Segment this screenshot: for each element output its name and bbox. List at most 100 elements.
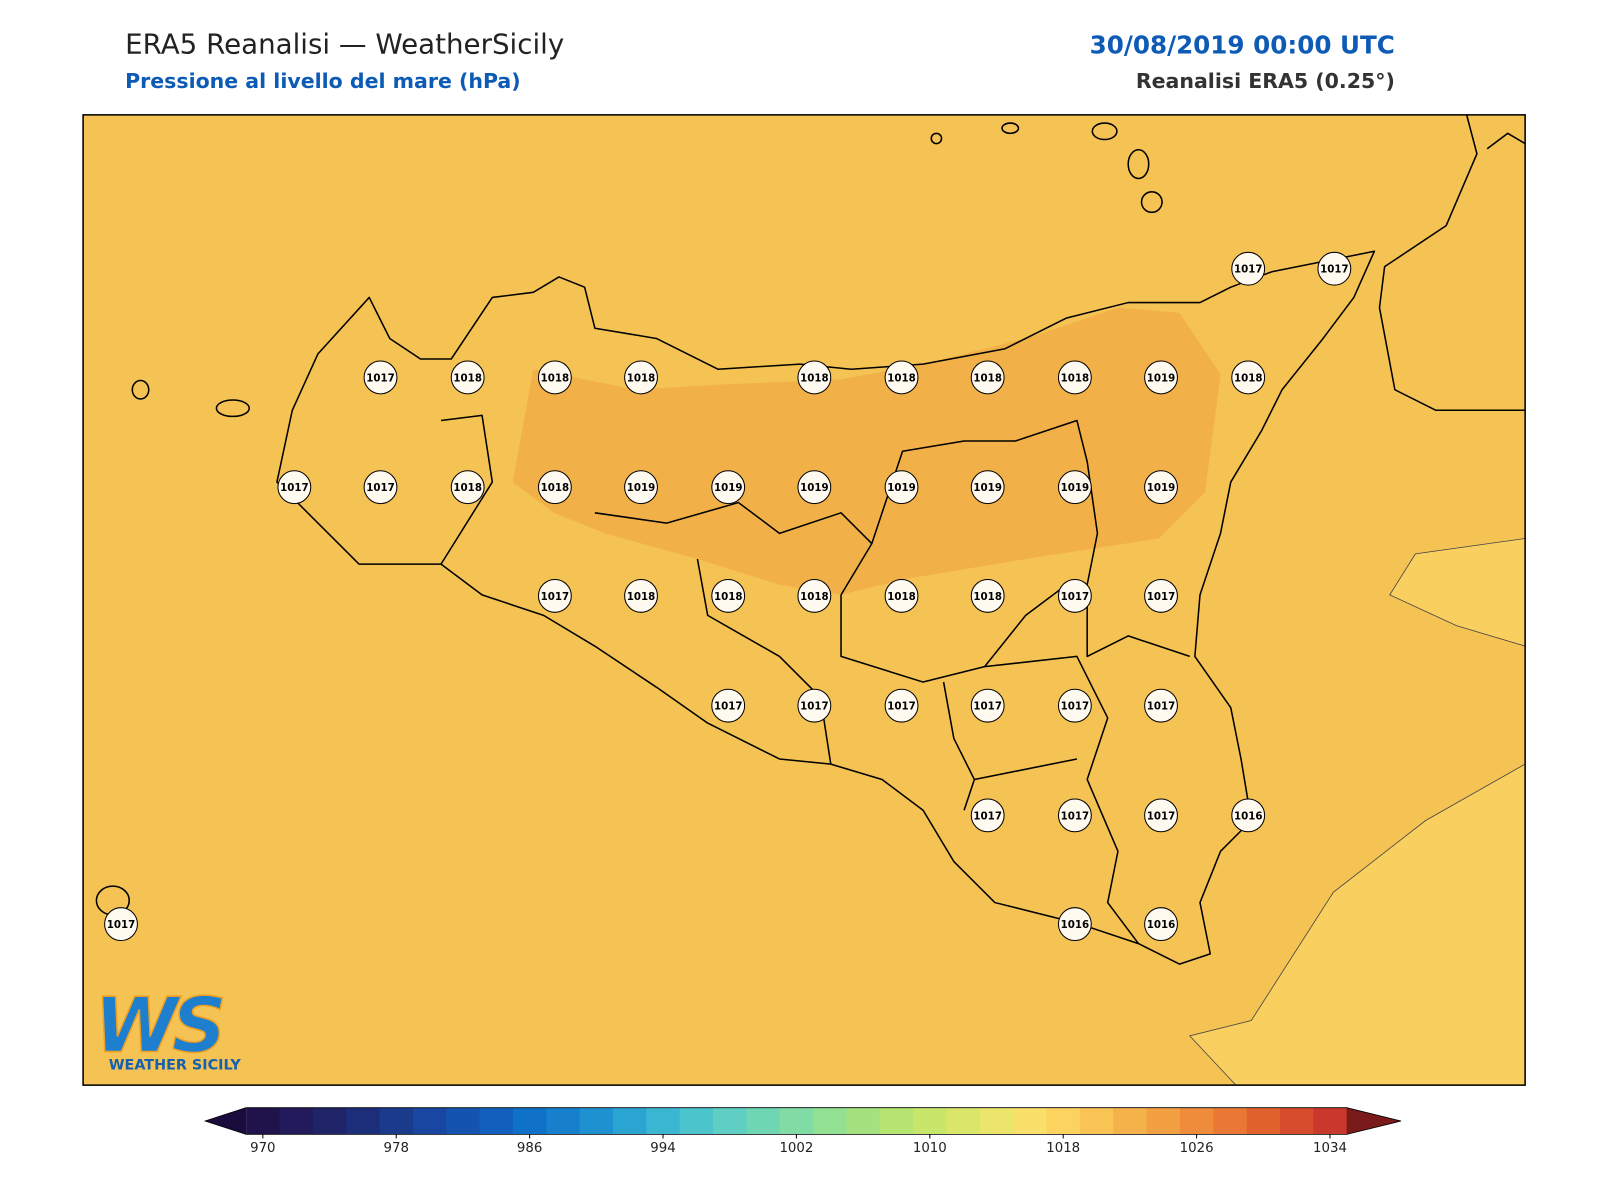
station-marker xyxy=(537,578,572,613)
colorbar-bin xyxy=(479,1107,514,1135)
station-value: 1019 xyxy=(887,482,916,494)
colorbar-bin xyxy=(679,1107,714,1135)
station-value: 1018 xyxy=(627,591,656,603)
colorbar-bin xyxy=(579,1107,614,1135)
source: Reanalisi ERA5 (0.25°) xyxy=(1136,69,1395,93)
station-marker xyxy=(277,470,312,505)
station-value: 1018 xyxy=(1061,372,1090,384)
colorbar-bin xyxy=(1279,1107,1314,1135)
station-marker xyxy=(797,470,832,505)
colorbar-outline xyxy=(203,1107,1402,1135)
colorbar-tick-label: 986 xyxy=(517,1141,542,1156)
station-value: 1019 xyxy=(627,482,656,494)
islands xyxy=(95,122,1163,916)
station-marker xyxy=(970,798,1005,833)
colorbar-bin xyxy=(879,1107,914,1135)
colorbar-bin xyxy=(379,1107,414,1135)
station-value: 1018 xyxy=(973,372,1002,384)
colorbar-bin xyxy=(446,1107,481,1135)
station-value: 1017 xyxy=(1061,810,1090,822)
station-value: 1017 xyxy=(366,372,395,384)
colorbar-bin xyxy=(279,1107,314,1135)
subtitle: Pressione al livello del mare (hPa) xyxy=(125,69,521,93)
station-value: 1018 xyxy=(541,372,570,384)
station-value: 1018 xyxy=(453,482,482,494)
station-marker xyxy=(1144,907,1178,942)
station-marker xyxy=(450,360,485,395)
colorbar-bin xyxy=(746,1107,781,1135)
station-marker xyxy=(1057,578,1092,613)
colorbar-bin xyxy=(1179,1107,1214,1135)
station-marker xyxy=(1057,907,1092,942)
logo: WS WEATHER SICILY xyxy=(94,981,242,1074)
colorbar-tick-label: 970 xyxy=(250,1141,275,1156)
station-marker xyxy=(363,470,398,505)
colorbar-bin xyxy=(779,1107,814,1135)
coastline xyxy=(276,250,1376,965)
colorbar-bin xyxy=(512,1107,547,1135)
station-value: 1017 xyxy=(1147,810,1176,822)
station-value: 1017 xyxy=(280,482,309,494)
station-marker xyxy=(884,470,919,505)
station-marker xyxy=(537,360,572,395)
station-value: 1017 xyxy=(1320,264,1349,276)
colorbar-bin xyxy=(1013,1107,1048,1135)
station-marker xyxy=(797,578,832,613)
station-value: 1018 xyxy=(800,591,829,603)
colorbar-tick-label: 1002 xyxy=(779,1141,813,1156)
station-marker xyxy=(711,578,746,613)
station-marker xyxy=(624,360,658,395)
station-value: 1019 xyxy=(1061,482,1090,494)
colorbar-bin xyxy=(713,1107,747,1135)
station-marker xyxy=(1144,578,1178,613)
colorbar-bin xyxy=(412,1107,447,1135)
logo-mark: WS xyxy=(94,981,223,1069)
station-marker xyxy=(1317,251,1352,286)
colorbar-bin xyxy=(1113,1107,1148,1135)
colorbar-bin xyxy=(1213,1107,1248,1135)
station-marker xyxy=(1144,688,1178,723)
station-marker xyxy=(970,470,1005,505)
station-value: 1019 xyxy=(1147,372,1176,384)
station-value: 1017 xyxy=(973,701,1002,713)
station-marker xyxy=(797,360,832,395)
colorbar-bin xyxy=(979,1107,1014,1135)
station-marker xyxy=(1057,360,1092,395)
colorbar-tick-label: 1034 xyxy=(1313,1141,1347,1156)
station-marker xyxy=(797,688,832,723)
colorbar-bin xyxy=(1079,1107,1114,1135)
station-value: 1016 xyxy=(1234,810,1263,822)
station-value: 1017 xyxy=(1061,591,1090,603)
colorbar-extend-low xyxy=(205,1107,247,1135)
station-marker xyxy=(1057,470,1092,505)
station-value: 1018 xyxy=(627,372,656,384)
colorbar-tick-label: 1018 xyxy=(1046,1141,1080,1156)
station-value: 1017 xyxy=(1061,701,1090,713)
station-value: 1018 xyxy=(973,591,1002,603)
coastline xyxy=(1378,114,1526,412)
station-value: 1017 xyxy=(1147,591,1176,603)
colorbar-bin xyxy=(1313,1107,1348,1135)
map xyxy=(83,114,1526,1086)
station-value: 1019 xyxy=(1147,482,1176,494)
station-marker xyxy=(1231,798,1266,833)
station-marker xyxy=(363,360,398,395)
station-value: 1017 xyxy=(1234,264,1263,276)
map-frame xyxy=(82,114,1526,1086)
station-marker xyxy=(884,360,919,395)
station-value: 1017 xyxy=(541,591,570,603)
station-marker xyxy=(624,470,658,505)
station-marker xyxy=(1144,470,1178,505)
colorbar-bin xyxy=(913,1107,947,1135)
station-value: 1018 xyxy=(541,482,570,494)
station-value: 1017 xyxy=(107,919,136,931)
colorbar-bin xyxy=(612,1107,647,1135)
station-value: 1019 xyxy=(714,482,743,494)
station-marker xyxy=(970,688,1005,723)
stations: 1017 1017 1017 1018 1018 1018 1018 1018 1018 1018… xyxy=(104,251,1352,942)
station-marker xyxy=(711,470,746,505)
station-value: 1017 xyxy=(973,810,1002,822)
coastline xyxy=(1486,132,1526,150)
station-value: 1018 xyxy=(714,591,743,603)
